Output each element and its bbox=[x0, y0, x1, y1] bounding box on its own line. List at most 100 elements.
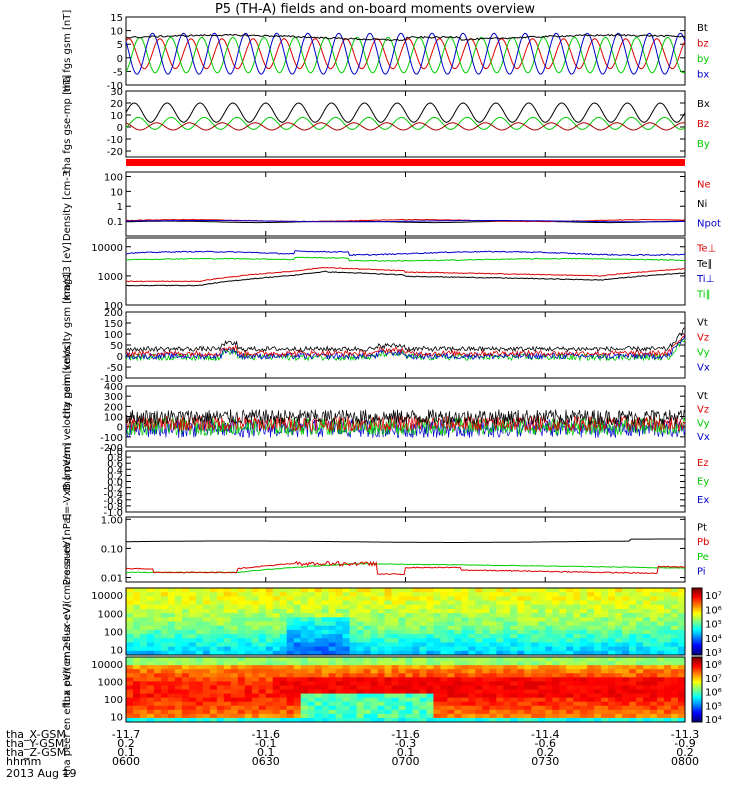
spectrogram-cell bbox=[580, 613, 588, 618]
spectrogram-cell bbox=[664, 705, 672, 711]
spectrogram-cell bbox=[181, 600, 190, 606]
spectrogram-cell bbox=[629, 617, 637, 622]
spectrogram-cell bbox=[454, 685, 462, 690]
spectrogram-cell bbox=[335, 621, 344, 627]
spectrogram-cell bbox=[251, 608, 260, 614]
colorbar-segment bbox=[692, 619, 702, 622]
spectrogram-cell bbox=[209, 689, 218, 695]
spectrogram-cell bbox=[286, 625, 295, 631]
spectrogram-cell bbox=[146, 709, 155, 715]
spectrogram-cell bbox=[293, 621, 302, 627]
spectrogram-cell bbox=[307, 673, 316, 678]
spectrogram-cell bbox=[440, 638, 448, 643]
y-tick-label: 0.1 bbox=[107, 217, 123, 228]
spectrogram-cell bbox=[272, 650, 281, 656]
spectrogram-cell bbox=[587, 629, 595, 635]
spectrogram-cell bbox=[391, 634, 400, 639]
spectrogram-cell bbox=[195, 673, 204, 678]
spectrogram-cell bbox=[195, 604, 204, 610]
spectrogram-cell bbox=[293, 604, 302, 610]
spectrogram-cell bbox=[223, 673, 232, 678]
spectrogram-cell bbox=[524, 638, 532, 643]
spectrogram-cell bbox=[181, 613, 190, 618]
spectrogram-cell bbox=[230, 617, 239, 622]
y-tick-label: 10000 bbox=[91, 591, 123, 602]
spectrogram-cell bbox=[629, 642, 637, 648]
spectrogram-cell bbox=[391, 608, 400, 614]
spectrogram-cell bbox=[468, 608, 476, 614]
spectrogram-cell bbox=[356, 650, 365, 656]
y-axis-label: E=-VxB [mV/m] bbox=[62, 442, 73, 520]
spectrogram-cell bbox=[293, 681, 302, 686]
spectrogram-cell bbox=[335, 661, 344, 666]
spectrogram-cell bbox=[293, 685, 302, 690]
spectrogram-cell bbox=[489, 592, 497, 597]
legend-by: By bbox=[697, 139, 710, 150]
spectrogram-cell bbox=[286, 588, 295, 593]
spectrogram-cell bbox=[258, 661, 267, 666]
spectrogram-cell bbox=[615, 689, 623, 695]
spectrogram-cell bbox=[202, 713, 211, 719]
spectrogram-cell bbox=[307, 613, 316, 618]
spectrogram-cell bbox=[531, 617, 539, 622]
spectrogram-cell bbox=[314, 629, 323, 635]
spectrogram-cell bbox=[126, 592, 134, 597]
spectrogram-cell bbox=[181, 604, 190, 610]
spectrogram-cell bbox=[349, 669, 358, 674]
spectrogram-cell bbox=[440, 697, 448, 703]
spectrogram-cell bbox=[475, 617, 483, 622]
spectrogram-cell bbox=[230, 685, 239, 690]
spectrogram-cell bbox=[643, 681, 651, 686]
spectrogram-cell bbox=[258, 650, 267, 656]
spectrogram-cell bbox=[440, 621, 448, 627]
spectrogram-cell bbox=[126, 665, 134, 670]
spectrogram-cell bbox=[636, 629, 644, 635]
spectrogram-cell bbox=[594, 657, 602, 662]
spectrogram-cell bbox=[377, 681, 386, 686]
spectrogram-cell bbox=[461, 629, 469, 635]
spectrogram-cell bbox=[454, 681, 462, 686]
spectrogram-cell bbox=[335, 588, 344, 593]
spectrogram-cell bbox=[216, 685, 225, 690]
spectrogram-cell bbox=[482, 642, 490, 648]
spectrogram-cell bbox=[475, 665, 483, 670]
y-tick-label: 150 bbox=[104, 319, 123, 330]
spectrogram-cell bbox=[468, 673, 476, 678]
spectrogram-cell bbox=[279, 608, 288, 614]
spectrogram-cell bbox=[244, 600, 253, 606]
spectrogram-cell bbox=[377, 617, 386, 622]
spectrogram-cell bbox=[440, 600, 448, 606]
spectrogram-cell bbox=[510, 693, 518, 699]
spectrogram-cell bbox=[132, 588, 141, 593]
spectrogram-cell bbox=[181, 669, 190, 674]
spectrogram-cell bbox=[636, 608, 644, 614]
spectrogram-cell bbox=[370, 604, 379, 610]
spectrogram-cell bbox=[391, 705, 400, 711]
spectrogram-cell bbox=[195, 600, 204, 606]
spectrogram-cell bbox=[286, 717, 295, 723]
spectrogram-cell bbox=[258, 638, 267, 643]
spectrogram-cell bbox=[531, 638, 539, 643]
legend-vx: Vx bbox=[697, 363, 710, 374]
spectrogram-cell bbox=[307, 689, 316, 695]
spectrogram-cell bbox=[482, 673, 490, 678]
spectrogram-cell bbox=[244, 669, 253, 674]
spectrogram-cell bbox=[643, 621, 651, 627]
spectrogram-cell bbox=[335, 646, 344, 652]
spectrogram-cell bbox=[139, 669, 148, 674]
colorbar-segment bbox=[692, 670, 702, 673]
spectrogram-cell bbox=[153, 677, 162, 682]
spectrogram-cell bbox=[503, 665, 511, 670]
spectrogram-cell bbox=[538, 705, 546, 711]
spectrogram-cell bbox=[643, 693, 651, 699]
spectrogram-cell bbox=[496, 657, 504, 662]
spectrogram-cell bbox=[601, 596, 609, 602]
y-tick-label: 1000 bbox=[98, 272, 123, 283]
spectrogram-cell bbox=[636, 677, 644, 682]
spectrogram-cell bbox=[160, 665, 169, 670]
spectrogram-cell bbox=[531, 709, 539, 715]
spectrogram-cell bbox=[188, 629, 197, 635]
spectrogram-cell bbox=[244, 592, 253, 597]
spectrogram-cell bbox=[573, 661, 581, 666]
spectrogram-cell bbox=[391, 596, 400, 602]
